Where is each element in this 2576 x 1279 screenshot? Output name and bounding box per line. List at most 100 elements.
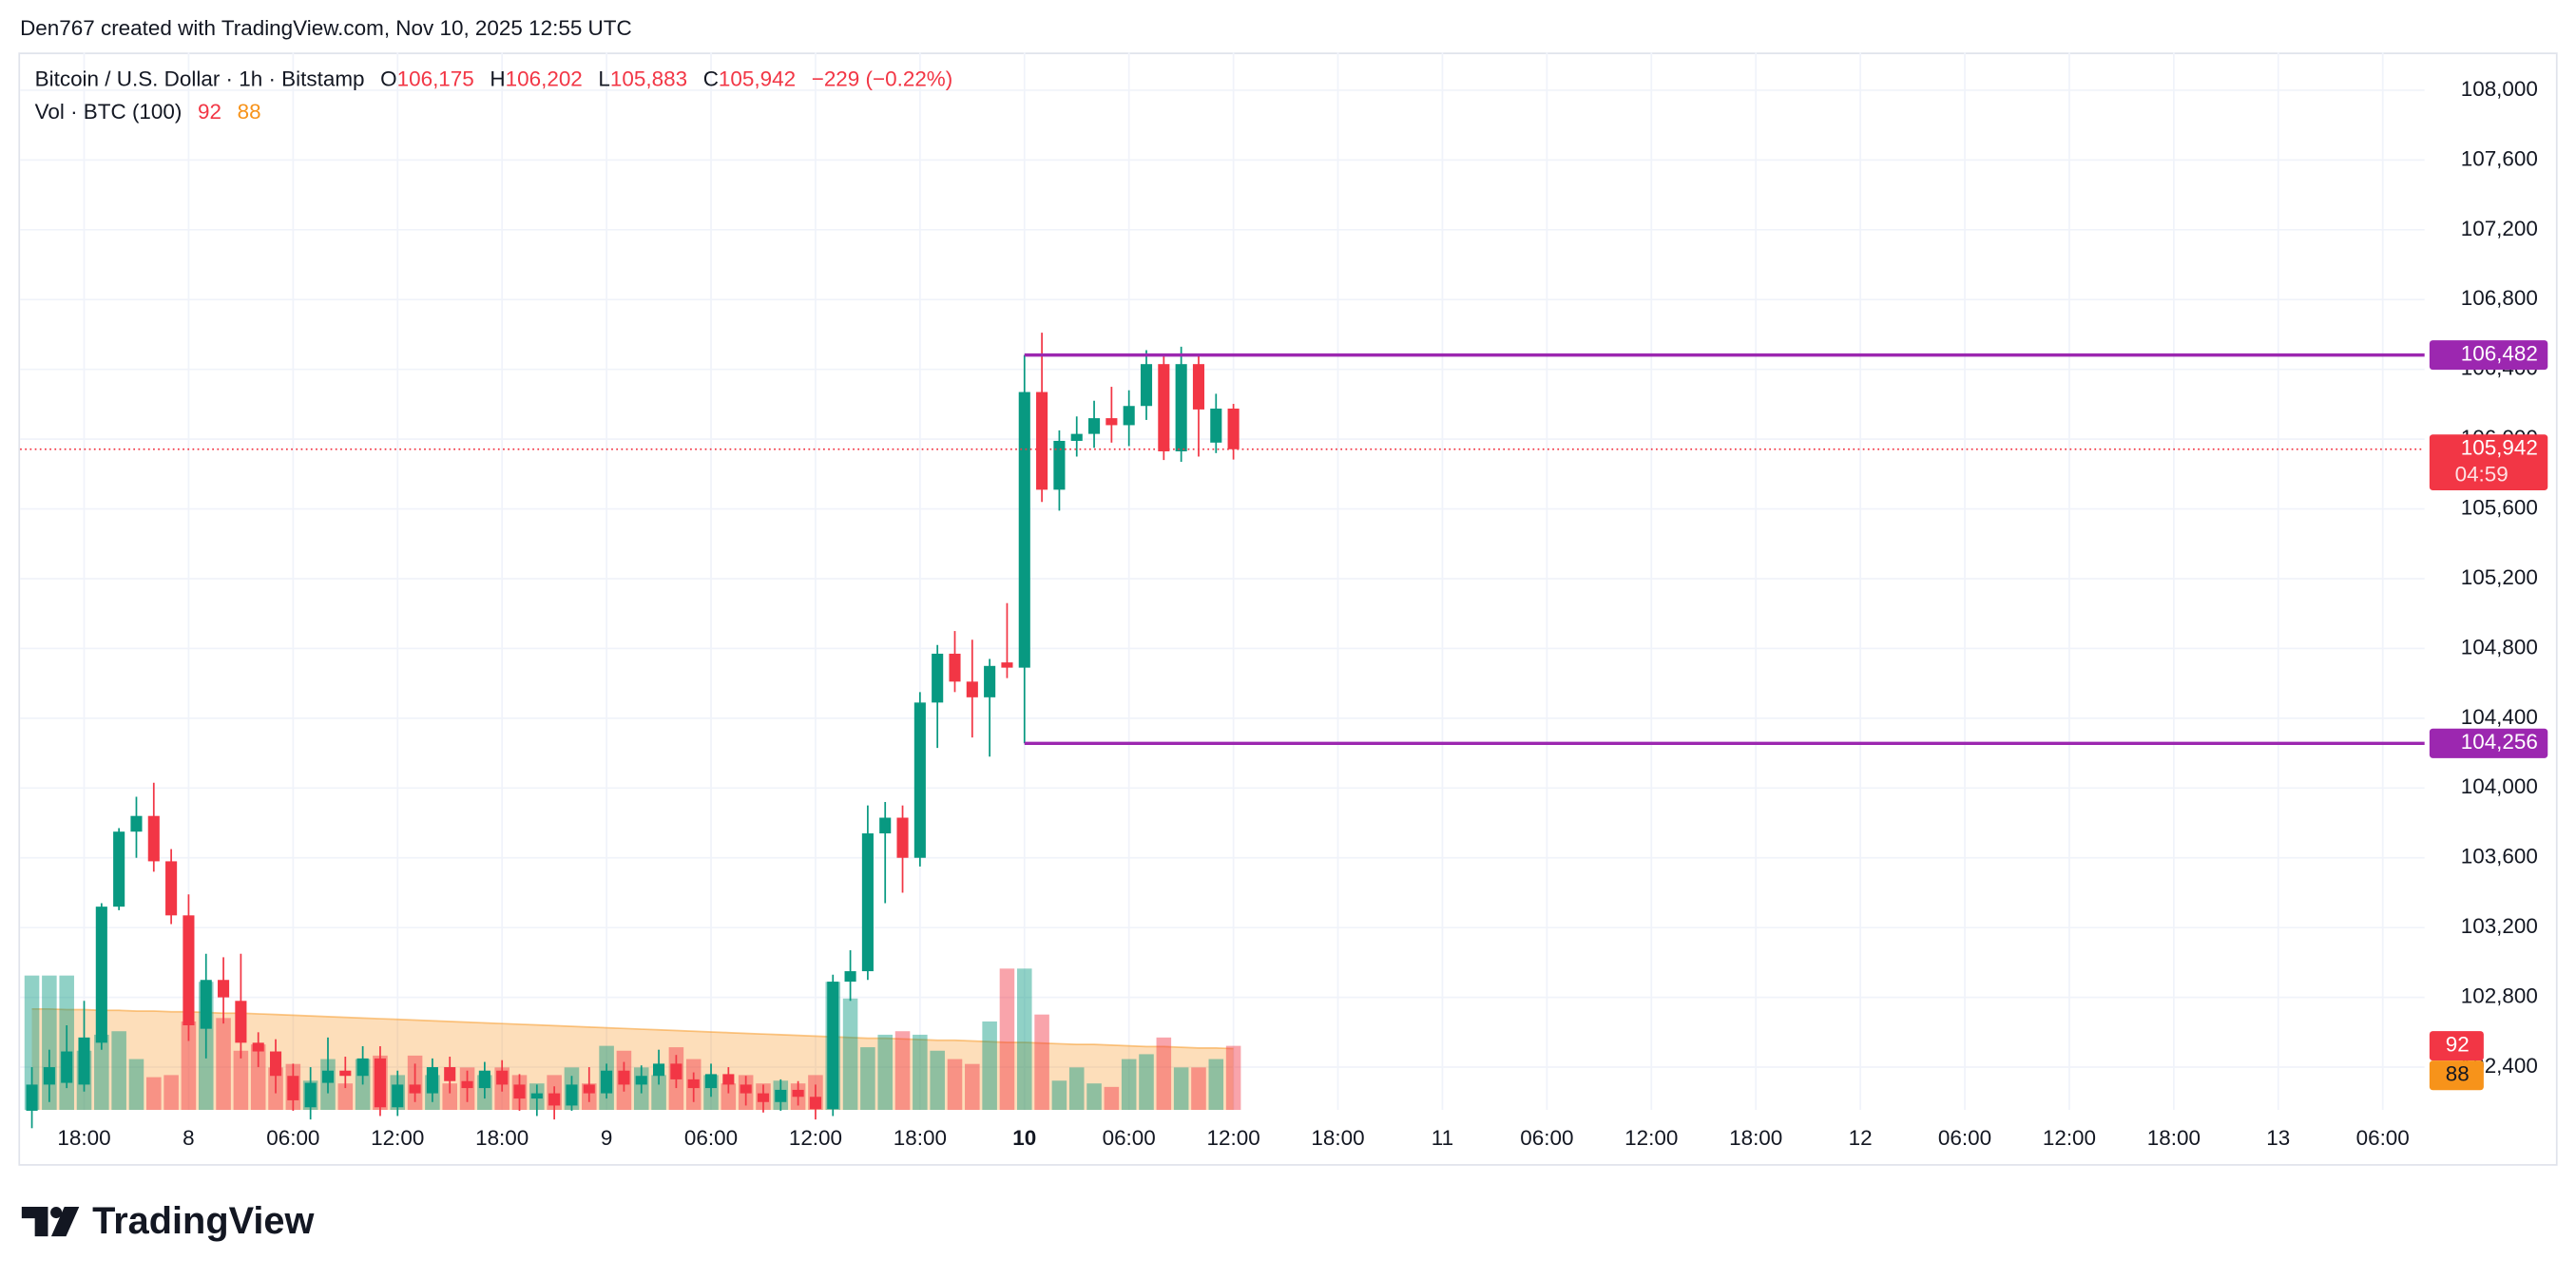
x-tick-label: 06:00 xyxy=(1520,1126,1573,1150)
volume-bar xyxy=(1086,1083,1102,1111)
last-price-box xyxy=(2429,434,2548,490)
x-tick-label: 06:00 xyxy=(1103,1126,1156,1150)
candle-body xyxy=(1105,418,1118,426)
volume-bar xyxy=(894,1031,911,1111)
volume-bar xyxy=(651,1075,666,1111)
candle-body xyxy=(339,1070,352,1077)
y-tick-label: 106,800 xyxy=(2461,286,2538,310)
x-tick-label: 18:00 xyxy=(894,1126,947,1150)
logo-dot xyxy=(50,1206,63,1219)
logo-mark xyxy=(21,1206,48,1237)
symbol-title: Bitcoin / U.S. Dollar · 1h · Bitstamp xyxy=(35,67,365,91)
candle-body xyxy=(200,980,212,1029)
volume-pane xyxy=(24,968,1241,1111)
x-tick-label: 8 xyxy=(183,1126,195,1150)
candle-body xyxy=(1053,440,1066,490)
x-tick-label: 18:00 xyxy=(1311,1126,1364,1150)
legend-letter: H xyxy=(490,67,505,91)
volume-label: 92 xyxy=(2446,1033,2470,1057)
volume-bar xyxy=(1051,1080,1067,1111)
volume-bar xyxy=(1121,1059,1137,1111)
candle-body xyxy=(304,1082,317,1108)
candle-body xyxy=(392,1084,404,1108)
candle-body xyxy=(949,653,961,682)
legend-main: Bitcoin / U.S. Dollar · 1h · Bitstamp O1… xyxy=(35,67,953,91)
volume-bar xyxy=(1068,1067,1085,1111)
candle-body xyxy=(704,1074,718,1089)
volume-bar xyxy=(94,1034,109,1111)
volume-label-box xyxy=(2429,1031,2484,1061)
candle-body xyxy=(566,1084,578,1106)
candle-body xyxy=(601,1070,613,1094)
candle-body xyxy=(218,980,230,998)
candle-body xyxy=(1001,662,1013,668)
volume-bar xyxy=(1139,1054,1154,1111)
legend-change: −229 (−0.22%) xyxy=(812,67,953,91)
candle-body xyxy=(827,982,839,1110)
chart-frame xyxy=(18,52,2558,1166)
price-label: 104,256 xyxy=(2461,730,2538,754)
candle-body xyxy=(269,1051,282,1077)
candle-body xyxy=(757,1093,770,1102)
x-tick-label: 18:00 xyxy=(1729,1126,1782,1150)
volume-bar xyxy=(877,1034,893,1111)
y-tick-label: 107,600 xyxy=(2461,146,2538,170)
candle-body xyxy=(478,1070,490,1089)
legend-open: 106,175 xyxy=(397,67,474,91)
volume-bar xyxy=(181,1021,197,1111)
candle-body xyxy=(26,1084,38,1111)
x-tick-label: 06:00 xyxy=(2356,1126,2410,1150)
candle-body xyxy=(530,1093,543,1099)
y-tick-label: 105,600 xyxy=(2461,496,2538,520)
y-tick-label: 102,800 xyxy=(2461,984,2538,1008)
volume-ma-area xyxy=(31,1008,1234,1111)
y-tick-label: 103,200 xyxy=(2461,914,2538,938)
legend-letter: L xyxy=(598,67,610,91)
volume-bar xyxy=(146,1077,162,1111)
candle-body xyxy=(670,1063,682,1079)
candle-body xyxy=(984,665,996,697)
candle-body xyxy=(496,1070,509,1085)
attribution: Den767 created with TradingView.com, Nov… xyxy=(20,16,632,40)
candle-body xyxy=(1192,364,1205,410)
candle-body xyxy=(1070,433,1083,441)
candle-body xyxy=(130,815,143,832)
y-tick-label: 104,800 xyxy=(2461,635,2538,659)
candle-body xyxy=(687,1079,700,1089)
candle-body xyxy=(252,1042,264,1052)
last-price-label: 105,942 xyxy=(2461,436,2538,460)
volume-bar xyxy=(982,1021,997,1111)
candle-body xyxy=(583,1084,595,1094)
volume-bar xyxy=(965,1063,980,1111)
legend-letter: C xyxy=(703,67,719,91)
candle-body xyxy=(1227,408,1240,449)
logo-mark xyxy=(50,1206,80,1237)
volume-title: Vol · BTC (100) xyxy=(35,100,183,124)
candle-body xyxy=(618,1070,630,1085)
candle-body xyxy=(635,1076,647,1085)
candle-body xyxy=(1123,406,1135,426)
volume-bar xyxy=(337,1083,354,1111)
price-pane xyxy=(20,333,2425,1129)
y-tick-label: 108,000 xyxy=(2461,77,2538,101)
volume-ma-label-box xyxy=(2429,1060,2484,1091)
candle-body xyxy=(426,1067,438,1094)
candle-body xyxy=(913,702,926,858)
candle-body xyxy=(879,817,892,834)
legend-low: 105,883 xyxy=(610,67,687,91)
candle-body xyxy=(896,817,909,858)
candle-body xyxy=(1088,418,1101,434)
volume-bar xyxy=(111,1031,126,1111)
volume-bar xyxy=(1173,1067,1189,1111)
x-tick-label: 06:00 xyxy=(1938,1126,1991,1150)
candle-body xyxy=(43,1067,55,1085)
x-tick-label: 12:00 xyxy=(371,1126,424,1150)
volume-bar xyxy=(163,1075,179,1111)
candle-body xyxy=(147,815,160,862)
candle-body xyxy=(653,1063,665,1077)
candle-body xyxy=(1036,391,1048,490)
legend-high: 106,202 xyxy=(506,67,583,91)
candle-body xyxy=(235,1001,247,1043)
candle-body xyxy=(165,861,178,916)
